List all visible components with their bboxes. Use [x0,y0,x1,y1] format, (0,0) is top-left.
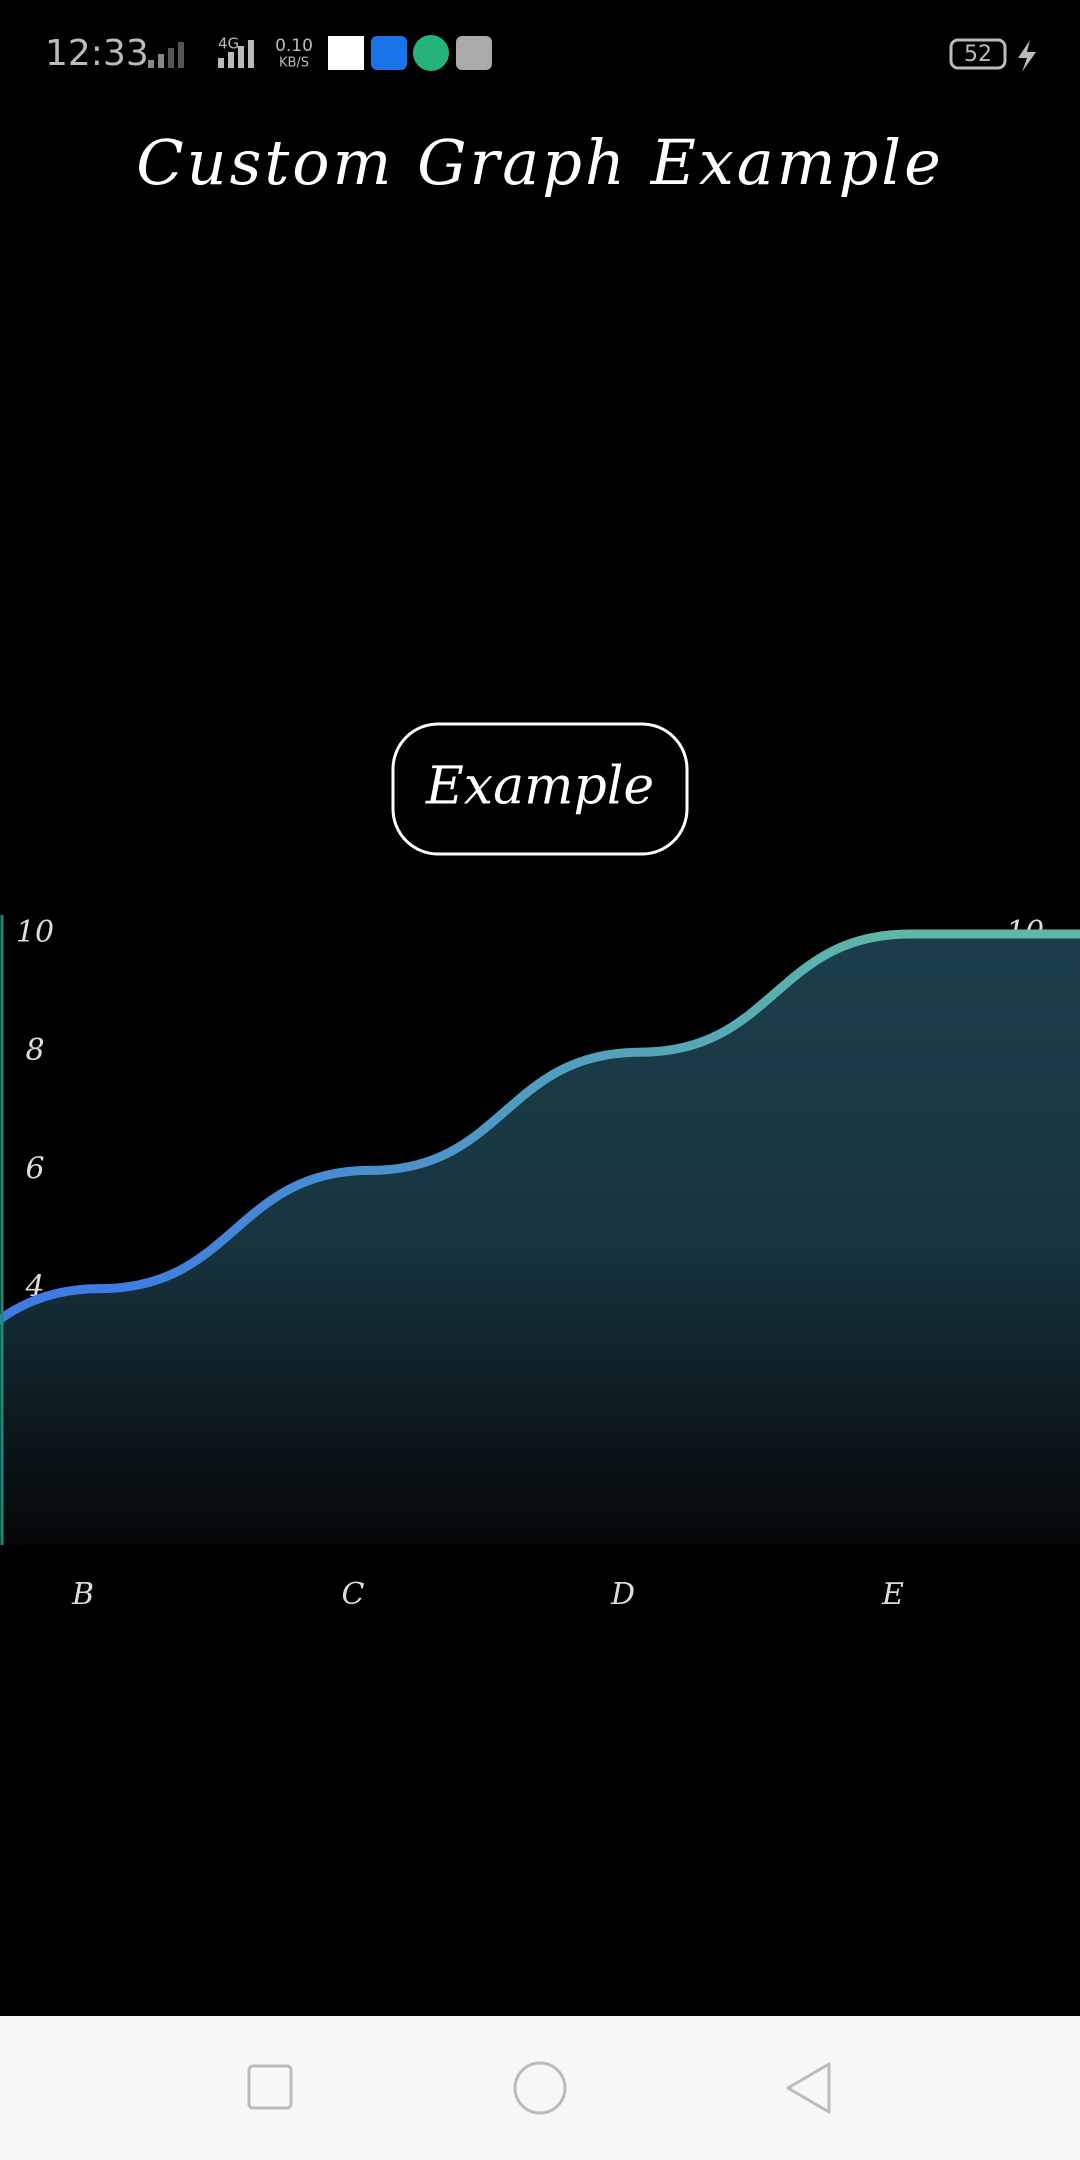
nav-bar [0,2016,1080,2160]
whatsapp-icon [413,35,449,71]
home-button[interactable] [513,2061,567,2115]
area-fill [0,934,1080,1545]
signal-1 [148,42,184,68]
charging-icon [1018,40,1036,72]
example-button[interactable] [391,722,689,856]
y-tick-label-left: 6 [25,1151,44,1186]
battery [949,38,1007,70]
net-speed-unit: KB/S [279,56,309,71]
battery-level: 52 [964,42,992,67]
y-tick-label-left: 10 [16,915,54,950]
x-tick-label: C [342,1577,365,1612]
button-label[interactable]: Example [425,757,654,817]
back-button[interactable] [786,2062,831,2114]
signal-2 [218,40,254,68]
app-icon [328,36,364,70]
recents-button[interactable] [247,2064,293,2110]
x-tick-label: B [71,1577,94,1612]
chart: 00224466881010BCDE [0,915,1080,1612]
curve [95,929,915,1294]
y-tick-label-left: 8 [25,1033,44,1068]
share-icon [456,36,492,70]
network-type: 4G [218,35,239,53]
x-tick-label: E [881,1577,904,1612]
usb-icon [371,36,407,70]
clock: 12:33 [45,33,149,74]
net-speed: 0.10 [275,36,313,56]
title: Custom Graph Example [136,126,944,199]
curve-lead [0,1284,105,1325]
x-tick-label: D [610,1577,635,1612]
